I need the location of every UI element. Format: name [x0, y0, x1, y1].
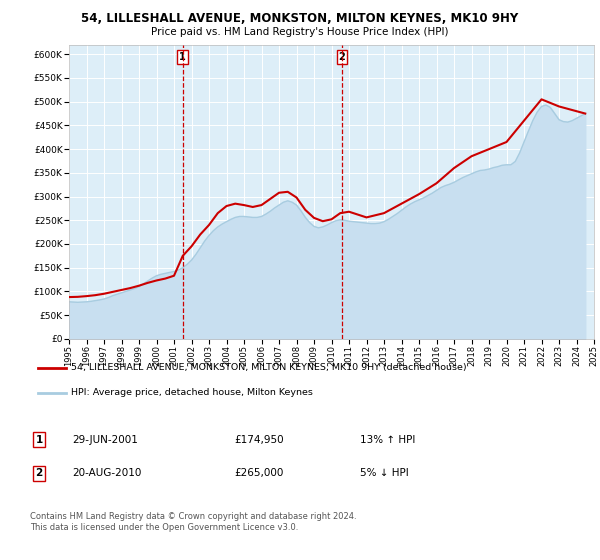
Text: HPI: Average price, detached house, Milton Keynes: HPI: Average price, detached house, Milt…	[71, 388, 313, 397]
Text: 5% ↓ HPI: 5% ↓ HPI	[360, 468, 409, 478]
Text: Contains HM Land Registry data © Crown copyright and database right 2024.
This d: Contains HM Land Registry data © Crown c…	[30, 512, 356, 532]
Text: £265,000: £265,000	[234, 468, 283, 478]
Text: Price paid vs. HM Land Registry's House Price Index (HPI): Price paid vs. HM Land Registry's House …	[151, 27, 449, 37]
Text: 1: 1	[179, 52, 186, 62]
Text: 13% ↑ HPI: 13% ↑ HPI	[360, 435, 415, 445]
Text: £174,950: £174,950	[234, 435, 284, 445]
Text: 2: 2	[338, 52, 346, 62]
Text: 20-AUG-2010: 20-AUG-2010	[72, 468, 142, 478]
Text: 2: 2	[35, 468, 43, 478]
Text: 1: 1	[35, 435, 43, 445]
Text: 54, LILLESHALL AVENUE, MONKSTON, MILTON KEYNES, MK10 9HY (detached house): 54, LILLESHALL AVENUE, MONKSTON, MILTON …	[71, 363, 467, 372]
Text: 29-JUN-2001: 29-JUN-2001	[72, 435, 138, 445]
Text: 54, LILLESHALL AVENUE, MONKSTON, MILTON KEYNES, MK10 9HY: 54, LILLESHALL AVENUE, MONKSTON, MILTON …	[82, 12, 518, 25]
